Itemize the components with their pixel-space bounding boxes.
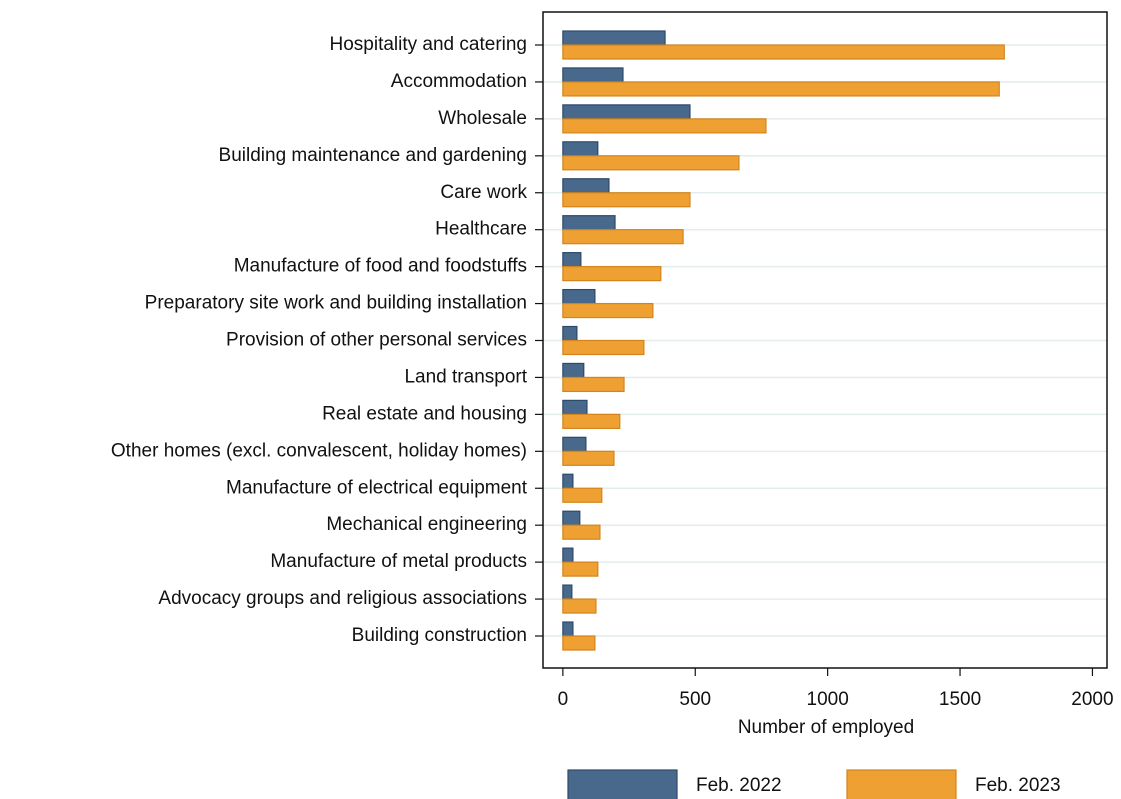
x-tick-label: 500 bbox=[679, 689, 711, 710]
bar bbox=[562, 44, 1005, 60]
bar bbox=[562, 30, 666, 46]
y-tick-label: Manufacture of metal products bbox=[270, 551, 527, 572]
bar bbox=[562, 229, 684, 245]
y-tick-label: Building construction bbox=[352, 625, 527, 646]
bar bbox=[562, 510, 581, 526]
x-tick-label: 1500 bbox=[939, 689, 981, 710]
y-tick-label: Manufacture of food and foodstuffs bbox=[234, 256, 527, 277]
bar bbox=[562, 178, 610, 194]
legend-label: Feb. 2022 bbox=[696, 775, 782, 796]
bar bbox=[562, 325, 578, 342]
bar bbox=[562, 302, 654, 319]
bar bbox=[562, 67, 624, 83]
bar bbox=[562, 155, 740, 171]
legend-swatch bbox=[567, 769, 678, 799]
y-tick-label: Preparatory site work and building insta… bbox=[145, 293, 527, 314]
bar bbox=[562, 362, 585, 379]
bar bbox=[562, 339, 645, 356]
y-tick-label: Hospitality and catering bbox=[330, 34, 528, 55]
y-tick-label: Accommodation bbox=[391, 71, 527, 92]
y-tick-label: Advocacy groups and religious associatio… bbox=[158, 588, 527, 609]
x-tick-label: 0 bbox=[558, 689, 569, 710]
bar bbox=[562, 118, 767, 134]
y-tick-label: Care work bbox=[440, 182, 527, 203]
bar bbox=[562, 104, 691, 120]
plot-frame bbox=[542, 11, 1108, 669]
bar bbox=[562, 266, 662, 282]
y-tick-label: Manufacture of electrical equipment bbox=[226, 477, 528, 498]
bar bbox=[562, 473, 574, 489]
legend-label: Feb. 2023 bbox=[975, 775, 1061, 796]
y-tick-label: Real estate and housing bbox=[322, 403, 527, 424]
bar bbox=[562, 288, 596, 305]
bar bbox=[562, 252, 582, 268]
bar bbox=[562, 192, 691, 208]
bar bbox=[562, 487, 603, 503]
bar bbox=[562, 547, 574, 563]
bar bbox=[562, 413, 621, 429]
x-axis-title: Number of employed bbox=[738, 717, 914, 738]
y-tick-label: Other homes (excl. convalescent, holiday… bbox=[111, 440, 527, 461]
x-tick-label: 2000 bbox=[1071, 689, 1113, 710]
bar bbox=[562, 635, 596, 651]
legend-swatch bbox=[846, 769, 957, 799]
y-tick-label: Provision of other personal services bbox=[226, 330, 527, 351]
bar bbox=[562, 524, 601, 540]
x-tick-label: 1000 bbox=[807, 689, 849, 710]
bar bbox=[562, 621, 574, 637]
bar bbox=[562, 399, 588, 415]
bar bbox=[562, 81, 1000, 97]
bar bbox=[562, 376, 625, 393]
bar bbox=[562, 141, 599, 157]
y-tick-label: Healthcare bbox=[435, 219, 527, 240]
bar bbox=[562, 450, 615, 466]
bar bbox=[562, 561, 599, 577]
bar bbox=[562, 584, 573, 600]
bar bbox=[562, 215, 616, 231]
y-tick-label: Building maintenance and gardening bbox=[219, 145, 527, 166]
bar bbox=[562, 598, 597, 614]
y-tick-label: Land transport bbox=[404, 366, 527, 387]
y-tick-label: Wholesale bbox=[438, 108, 527, 129]
y-tick-label: Mechanical engineering bbox=[326, 514, 527, 535]
bar bbox=[562, 436, 587, 452]
